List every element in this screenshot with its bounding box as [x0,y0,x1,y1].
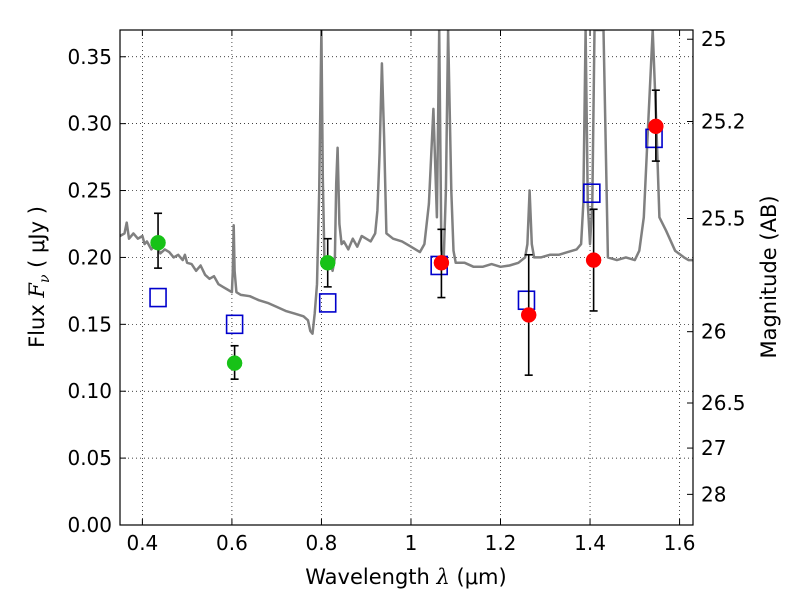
y-tick-label: 0.20 [67,245,112,269]
grid [120,30,693,525]
y2-tick-label: 26 [701,320,726,344]
plot-frame [119,29,694,526]
model-photometry-square [517,290,536,311]
y-tick-label: 0.30 [67,112,112,136]
x-tick-label: 1.2 [485,531,517,555]
x-tick-label: 1 [405,531,418,555]
x-tick-label: 0.8 [306,531,338,555]
model-photometry-square [318,293,337,313]
model-photometry-square [149,287,167,308]
y-tick-label: 0.15 [67,312,112,336]
y2-tick-label: 26.5 [701,391,746,415]
observed-point [150,234,166,251]
model-photometry-square [225,314,244,335]
y-tick-label: 0.35 [67,45,112,69]
y-tick-label: 0.00 [67,513,112,537]
y-tick-label: 0.25 [67,179,112,203]
y2-tick-label: 25 [701,27,726,51]
y2-tick-label: 27 [701,436,726,460]
model-spectrum-line [120,30,693,335]
observed-point [226,355,243,371]
y2-tick-label: 25.5 [701,207,746,231]
plot-area [120,30,693,380]
y2-tick-label: 25.2 [701,110,746,134]
y2-tick-label: 28 [701,482,726,506]
axes-ticks: 0.4 0.6 0.8 1 1.2 1.4 1.6 0.00 0.05 0.10 0.15 0.20 0… [67,27,745,555]
x-tick-label: 0.4 [126,531,158,555]
y-tick-label: 0.05 [67,446,112,470]
observed-point [520,307,537,323]
y-axis-title: Flux Fν ( μJy ) [25,206,53,348]
y2-axis-title: Magnitude (AB) [757,195,781,358]
x-tick-label: 1.4 [574,531,606,555]
x-axis-title: Wavelength λ (μm) [305,565,506,589]
observed-point [319,255,336,271]
x-tick-label: 1.6 [664,531,696,555]
x-tick-label: 0.6 [216,531,248,555]
model-photometry-square [583,183,601,204]
observed-point [585,252,602,268]
observed-point [648,118,664,135]
observed-point [433,255,450,271]
y-tick-label: 0.10 [67,379,112,403]
